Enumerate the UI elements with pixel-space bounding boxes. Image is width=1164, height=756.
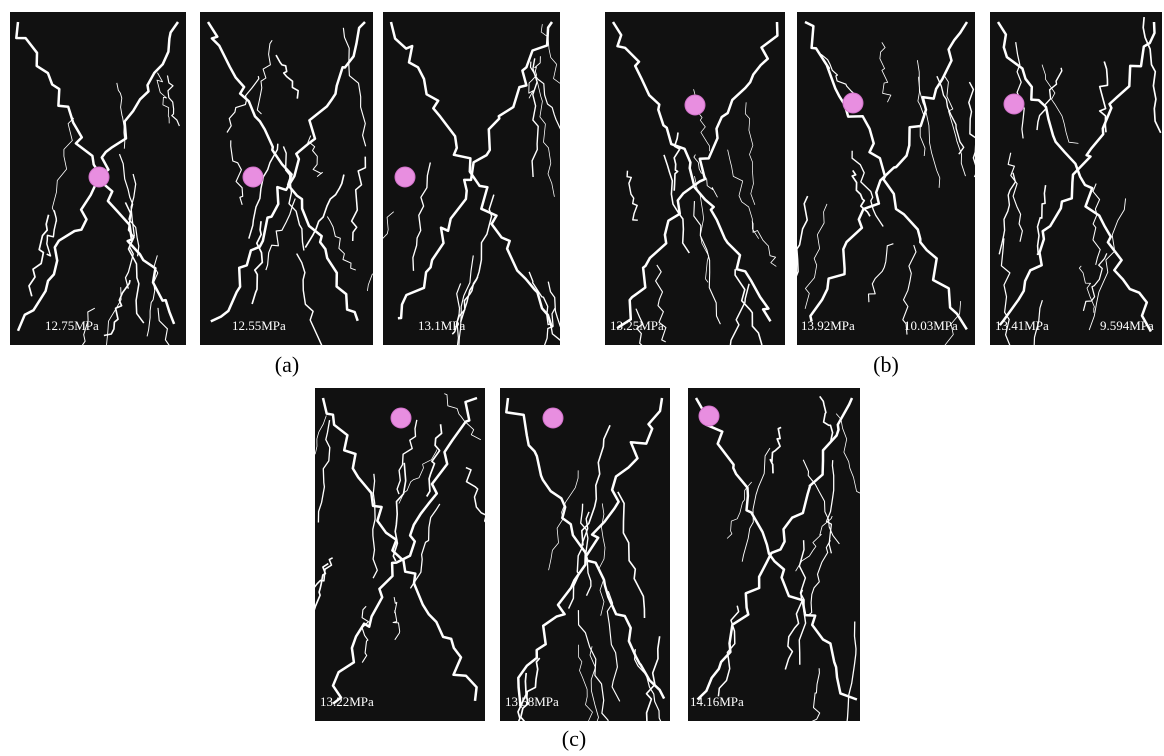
stress-label: 9.594MPa — [1100, 318, 1154, 333]
stress-label: 13.58MPa — [505, 694, 559, 709]
stress-label: 13.92MPa — [801, 318, 855, 333]
stress-label: 10.03MPa — [904, 318, 958, 333]
specimen-background — [990, 12, 1162, 345]
inclusion — [391, 408, 411, 428]
stress-label: 13.25MPa — [610, 318, 664, 333]
specimen-panel: 12.75MPa — [10, 12, 191, 420]
stress-label: 12.55MPa — [232, 318, 286, 333]
stress-label: 13.22MPa — [320, 694, 374, 709]
specimen-panel: 13.41MPa 9.594MPa — [990, 12, 1162, 411]
inclusion — [395, 167, 415, 187]
inclusion — [685, 95, 705, 115]
specimen-panel: 12.55MPa — [200, 12, 373, 356]
stress-label: 14.16MPa — [690, 694, 744, 709]
inclusion — [843, 93, 863, 113]
subfigure-caption: (b) — [873, 352, 899, 377]
inclusion — [89, 167, 109, 187]
stress-label: 13.41MPa — [995, 318, 1049, 333]
stress-label: 12.75MPa — [45, 318, 99, 333]
inclusion — [243, 167, 263, 187]
specimen-panel: 13.58MPa — [500, 388, 670, 756]
specimen-panel: 13.22MPa — [304, 388, 490, 721]
stress-label: 13.1MPa — [418, 318, 466, 333]
inclusion — [1004, 94, 1024, 114]
specimen-panel: 14.16MPa — [688, 388, 864, 743]
figure: 12.75MPa 12.55MPa 13.1MPa (a) 13.25MPa 13.92M… — [0, 0, 1164, 756]
subfigure-caption: (c) — [562, 726, 586, 751]
specimen-panel: 13.1MPa — [367, 12, 567, 388]
specimen-panel: 13.25MPa — [605, 12, 785, 395]
inclusion — [543, 408, 563, 428]
inclusion — [699, 406, 719, 426]
subfigure-caption: (a) — [275, 352, 299, 377]
